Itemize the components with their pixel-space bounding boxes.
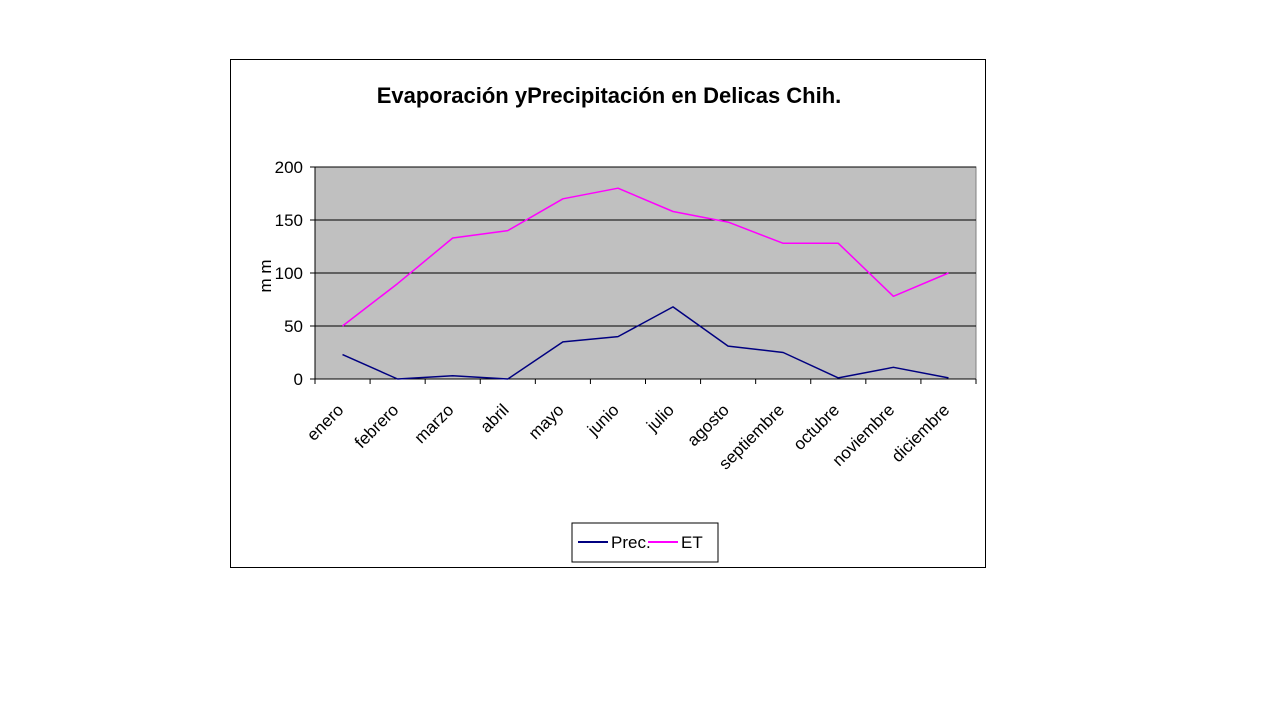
y-axis-ticks: 0 50 100 150 200 bbox=[275, 158, 315, 389]
y-axis-label: m m bbox=[256, 259, 275, 292]
series-line-1 bbox=[342, 306, 949, 380]
x-tick-label: febrero bbox=[351, 400, 403, 452]
y-tick-label: 150 bbox=[275, 211, 303, 230]
series-line-2 bbox=[342, 187, 949, 327]
legend-label: Prec. bbox=[611, 533, 651, 552]
x-tick-label: enero bbox=[303, 400, 347, 444]
x-tick-label: mayo bbox=[525, 400, 568, 443]
chart-frame: Evaporación yPrecipitación en Delicas Ch… bbox=[230, 59, 986, 568]
y-tick-label: 200 bbox=[275, 158, 303, 177]
series-lines bbox=[342, 187, 949, 380]
x-axis-ticks: enero febrero marzo abril mayo junio julio agos… bbox=[303, 379, 977, 473]
gridlines bbox=[315, 166, 976, 327]
x-tick-label: octubre bbox=[790, 400, 844, 454]
chart-title: Evaporación yPrecipitación en Delicas Ch… bbox=[377, 83, 842, 108]
line-chart: Evaporación yPrecipitación en Delicas Ch… bbox=[256, 83, 977, 563]
x-tick-label: diciembre bbox=[888, 400, 954, 466]
y-tick-label: 0 bbox=[294, 370, 303, 389]
x-tick-label: junio bbox=[583, 400, 623, 440]
y-tick-label: 100 bbox=[275, 264, 303, 283]
x-tick-label: marzo bbox=[411, 400, 458, 447]
legend-label: ET bbox=[681, 533, 703, 552]
legend: Prec. ET bbox=[571, 522, 719, 563]
x-tick-label: abril bbox=[476, 400, 512, 436]
y-tick-label: 50 bbox=[284, 317, 303, 336]
x-tick-label: agosto bbox=[683, 400, 733, 450]
x-tick-label: julio bbox=[642, 400, 678, 436]
